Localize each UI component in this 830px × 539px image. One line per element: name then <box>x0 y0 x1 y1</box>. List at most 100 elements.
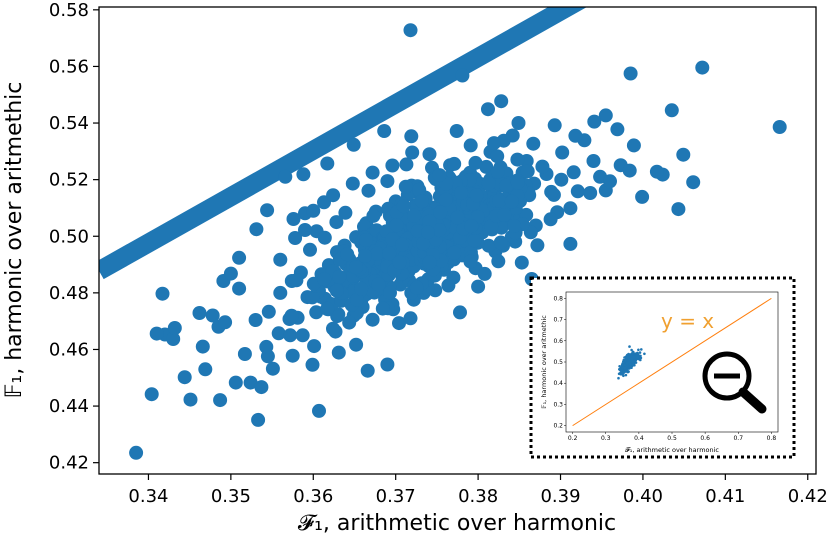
scatter-point <box>583 186 598 200</box>
scatter-point <box>195 339 210 354</box>
inset-point <box>628 345 631 348</box>
scatter-point <box>312 403 326 418</box>
scatter-point <box>307 339 322 354</box>
scatter-point <box>296 167 311 182</box>
scatter-point <box>676 147 691 162</box>
y-tick-label: 0.54 <box>49 113 89 134</box>
scatter-point <box>467 233 482 248</box>
scatter-point <box>271 326 286 341</box>
scatter-point <box>286 212 301 226</box>
y-tick-label: 0.58 <box>49 0 89 21</box>
scatter-point <box>259 339 274 354</box>
inset-y-tick-label: 0.8 <box>553 295 563 302</box>
scatter-point <box>405 145 420 160</box>
scatter-point <box>454 185 469 200</box>
scatter-point <box>403 23 418 38</box>
scatter-point <box>366 208 381 223</box>
fit-line <box>99 7 587 280</box>
scatter-point <box>155 286 170 301</box>
scatter-point <box>493 235 508 250</box>
scatter-point <box>499 178 514 193</box>
scatter-point <box>167 321 182 335</box>
points-layer <box>129 23 787 460</box>
scatter-point <box>422 147 437 162</box>
scatter-point <box>309 305 324 320</box>
scatter-point <box>587 114 602 129</box>
scatter-point <box>695 60 710 75</box>
inset-identity-line <box>572 297 772 427</box>
scatter-point <box>635 189 650 204</box>
scatter-point <box>365 312 380 327</box>
scatter-point <box>570 184 585 199</box>
scatter-point <box>649 164 664 179</box>
y-tick-label: 0.52 <box>49 170 89 191</box>
scatter-point <box>237 347 252 361</box>
inset-point <box>637 355 640 359</box>
scatter-point <box>232 281 247 296</box>
scatter-point <box>278 169 293 184</box>
inset-points <box>617 345 646 380</box>
scatter-point <box>555 145 570 160</box>
scatter-point <box>303 242 317 257</box>
inset-y-tick-label: 0.3 <box>553 401 563 408</box>
scatter-point <box>345 176 360 191</box>
inset-y-label: 𝔽₁, harmonic over aritmethic <box>540 315 548 409</box>
y-tick-label: 0.48 <box>49 283 89 304</box>
scatter-point <box>563 201 578 216</box>
inset-point <box>623 356 626 359</box>
scatter-point <box>450 210 465 225</box>
inset-y-tick-label: 0.6 <box>553 338 563 345</box>
scatter-point <box>177 370 192 385</box>
scatter-point <box>455 68 470 83</box>
x-tick-label: 0.41 <box>705 486 745 507</box>
scatter-point <box>510 175 525 190</box>
scatter-point <box>326 321 340 336</box>
scatter-point <box>520 164 535 179</box>
scatter-point <box>359 233 373 247</box>
y-axis-label: 𝔽₁, harmonic over aritmethic <box>2 82 27 399</box>
scatter-point <box>129 445 144 460</box>
scatter-point <box>422 255 437 270</box>
scatter-point <box>371 277 386 292</box>
inset-point <box>624 373 628 377</box>
scatter-point <box>370 246 384 261</box>
scatter-point <box>481 238 496 253</box>
x-tick-label: 0.37 <box>376 486 416 507</box>
scatter-point <box>490 164 505 179</box>
scatter-point <box>664 103 679 118</box>
y-tick-label: 0.42 <box>49 453 89 474</box>
scatter-point <box>671 202 686 217</box>
x-tick-label: 0.40 <box>623 486 663 507</box>
inset-point <box>617 376 620 380</box>
scatter-point <box>471 279 486 294</box>
scatter-point <box>432 168 447 183</box>
inset-y-tick-label: 0.2 <box>553 423 563 430</box>
scatter-point <box>447 245 462 260</box>
scatter-point <box>329 283 344 298</box>
scatter-point <box>166 332 181 346</box>
scatter-point <box>610 122 625 137</box>
inset-x-tick-label: 0.7 <box>733 435 743 442</box>
scatter-point <box>375 301 390 316</box>
scatter-point <box>265 361 280 376</box>
scatter-point <box>198 362 213 377</box>
scatter-point <box>251 412 266 427</box>
scatter-point <box>358 249 372 263</box>
scatter-point <box>392 316 406 331</box>
scatter-point <box>421 225 435 240</box>
scatter-point <box>511 116 526 130</box>
inset-x-tick-label: 0.6 <box>700 435 710 442</box>
scatter-point <box>481 176 496 191</box>
scatter-point <box>382 246 397 261</box>
scatter-point <box>144 387 159 402</box>
scatter-point <box>232 250 247 265</box>
scatter-point <box>283 328 298 343</box>
scatter-point <box>433 205 448 220</box>
scatter-point <box>441 278 456 293</box>
inset-border <box>529 276 796 459</box>
scatter-point <box>504 194 519 209</box>
scatter-point <box>622 163 637 178</box>
inset-y-tick-label: 0.7 <box>553 317 563 324</box>
y-tick-label: 0.46 <box>49 339 89 360</box>
scatter-point <box>403 311 418 326</box>
